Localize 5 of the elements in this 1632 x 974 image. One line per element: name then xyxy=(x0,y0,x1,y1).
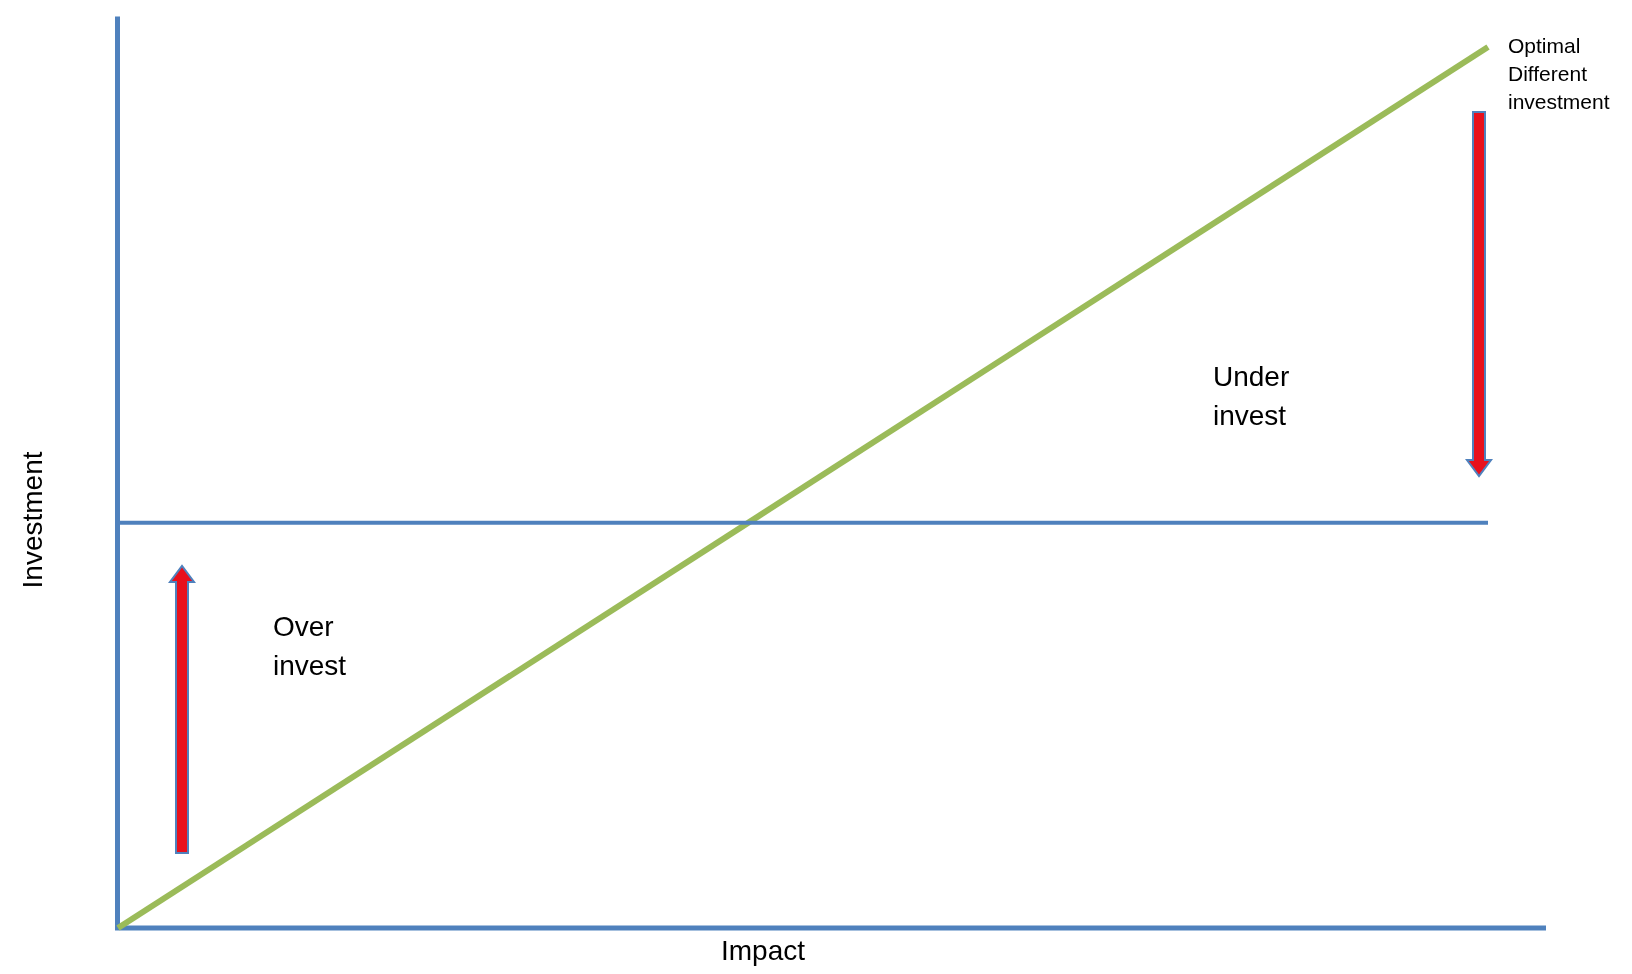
y-axis-title: Investment xyxy=(17,451,48,589)
series-label: Optimal Different investment xyxy=(1508,34,1610,113)
x-axis-title: Impact xyxy=(720,935,806,966)
annotation: Over invest xyxy=(273,611,347,681)
annotation: Under invest xyxy=(1213,361,1290,431)
